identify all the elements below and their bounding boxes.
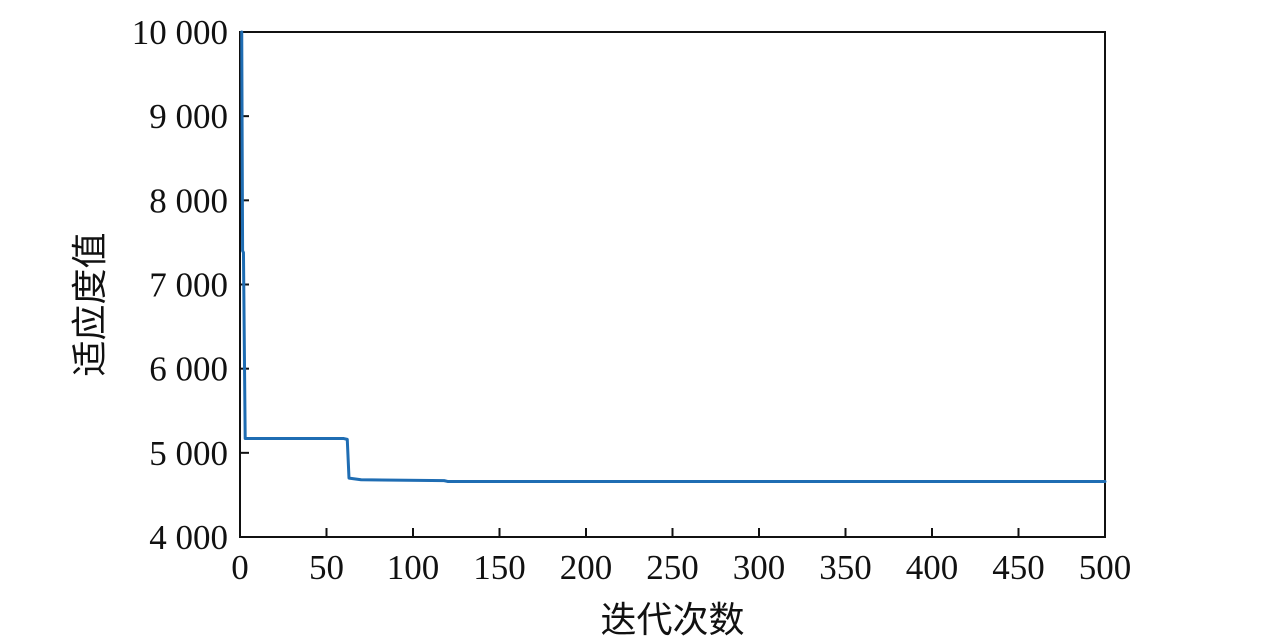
- y-tick-label: 7 000: [149, 266, 228, 305]
- y-tick-label: 5 000: [149, 434, 228, 473]
- series-line-0: [240, 30, 1107, 483]
- y-axis-tick-labels: 4 000 5 000 6 000 7 000 8 000 9 000 10 000: [132, 13, 228, 557]
- x-tick-label: 450: [992, 548, 1045, 587]
- x-tick-label: 300: [733, 548, 786, 587]
- series-layer: [240, 30, 1107, 483]
- y-axis-label: 适应度值: [70, 232, 111, 376]
- x-axis-ticks: [239, 528, 1106, 537]
- x-tick-label: 200: [560, 548, 613, 587]
- x-tick-label: 150: [473, 548, 526, 587]
- y-tick-label: 6 000: [149, 350, 228, 389]
- x-tick-label: 250: [646, 548, 699, 587]
- x-tick-label: 350: [819, 548, 872, 587]
- x-tick-label: 400: [906, 548, 959, 587]
- y-tick-label: 9 000: [149, 97, 228, 136]
- x-axis-tick-labels: 0 50 100 150 200 250 300 350 400 450 500: [231, 548, 1131, 587]
- x-tick-label: 100: [387, 548, 440, 587]
- y-tick-label: 4 000: [149, 518, 228, 557]
- y-tick-label: 10 000: [132, 13, 228, 52]
- y-tick-label: 8 000: [149, 181, 228, 220]
- plot-frame: [239, 31, 1106, 538]
- x-tick-label: 0: [231, 548, 249, 587]
- x-axis-label: 迭代次数: [600, 600, 744, 641]
- x-tick-label: 500: [1079, 548, 1132, 587]
- x-tick-label: 50: [309, 548, 344, 587]
